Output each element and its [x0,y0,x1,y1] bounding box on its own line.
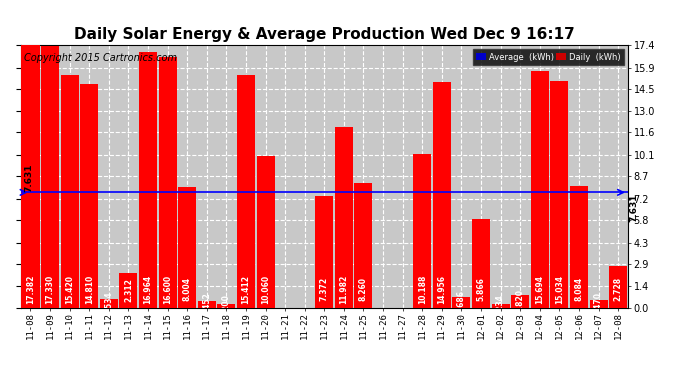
Text: Copyright 2015 Cartronics.com: Copyright 2015 Cartronics.com [23,53,177,63]
Text: 10.188: 10.188 [417,275,426,304]
Text: 11.982: 11.982 [339,275,348,304]
Bar [257,156,275,308]
Bar [80,84,98,308]
Bar [61,75,79,307]
Text: 2.312: 2.312 [124,278,133,302]
Text: 0.200: 0.200 [222,294,231,318]
Bar [100,300,118,307]
Bar [433,82,451,308]
Legend: Average  (kWh), Daily  (kWh): Average (kWh), Daily (kWh) [473,49,624,65]
Bar [609,266,627,308]
Text: 14.810: 14.810 [85,275,94,304]
Bar [551,81,569,308]
Text: 7.631: 7.631 [25,163,34,192]
Bar [159,57,177,308]
Bar [335,127,353,308]
Text: 0.452: 0.452 [202,292,211,316]
Text: 15.694: 15.694 [535,275,544,304]
Bar [589,300,607,307]
Text: 2.728: 2.728 [613,278,622,302]
Text: 0.470: 0.470 [594,292,603,316]
Text: 14.956: 14.956 [437,275,446,304]
Bar [21,45,39,308]
Bar [570,186,588,308]
Text: 5.866: 5.866 [477,278,486,302]
Title: Daily Solar Energy & Average Production Wed Dec 9 16:17: Daily Solar Energy & Average Production … [74,27,575,42]
Bar [315,196,333,308]
Bar [511,295,529,307]
Bar [217,304,235,307]
Text: 10.060: 10.060 [261,275,270,304]
Text: 0.686: 0.686 [457,290,466,314]
Text: 16.600: 16.600 [163,275,172,304]
Text: 16.964: 16.964 [144,275,152,304]
Bar [413,154,431,308]
Text: 0.534: 0.534 [104,292,113,315]
Text: 7.631: 7.631 [629,194,638,222]
Bar [41,46,59,308]
Bar [139,52,157,308]
Text: 15.034: 15.034 [555,275,564,304]
Text: 17.330: 17.330 [46,275,55,304]
Bar [453,297,471,307]
Text: 17.382: 17.382 [26,275,35,304]
Bar [355,183,373,308]
Text: 15.420: 15.420 [65,275,74,304]
Text: 8.260: 8.260 [359,278,368,302]
Bar [491,304,510,307]
Bar [472,219,490,308]
Text: 8.004: 8.004 [183,278,192,302]
Text: 7.372: 7.372 [319,278,329,302]
Bar [237,75,255,307]
Bar [198,301,216,307]
Bar [531,71,549,308]
Text: 8.084: 8.084 [575,278,584,302]
Bar [119,273,137,308]
Text: 15.412: 15.412 [241,275,250,304]
Text: 0.234: 0.234 [496,294,505,318]
Bar [178,187,196,308]
Text: 0.820: 0.820 [515,290,524,314]
